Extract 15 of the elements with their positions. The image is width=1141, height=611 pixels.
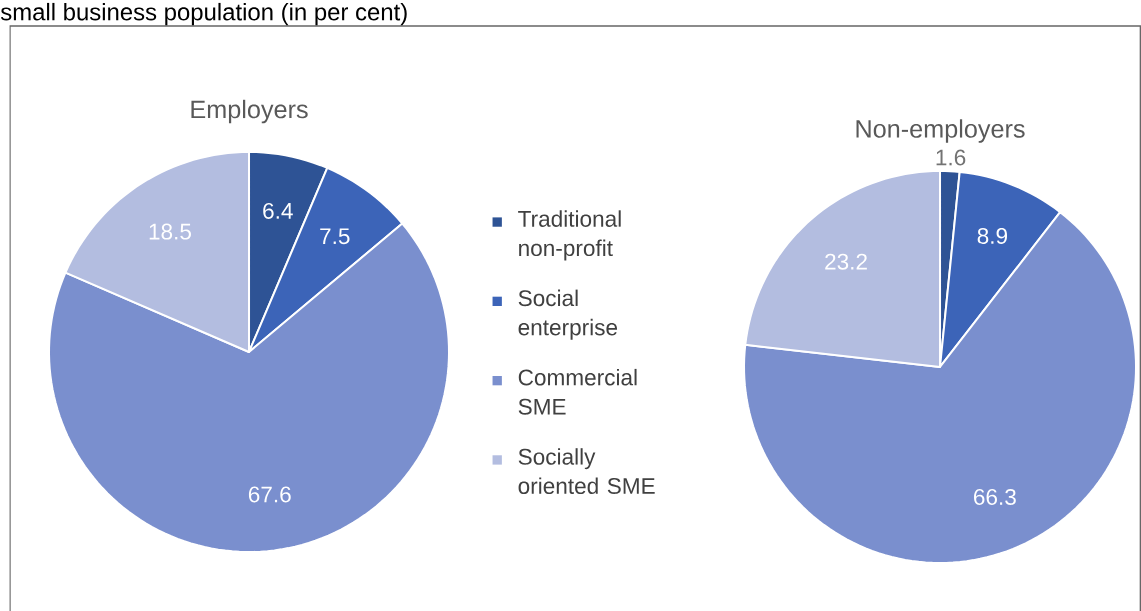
data-label: 18.5 — [149, 223, 191, 240]
chart-subtitle: small business population (in per cent) — [0, 2, 407, 26]
data-label: 8.9 — [977, 227, 1008, 244]
data-label: 67.6 — [248, 486, 291, 503]
chart-title: Non-employers — [856, 119, 1025, 143]
data-label: 66.3 — [974, 489, 1016, 506]
data-label: 6.4 — [263, 202, 293, 219]
legend-label: Traditional non-profit — [518, 210, 621, 261]
legend-label: Commercial SME — [518, 368, 637, 415]
data-label: 7.5 — [320, 228, 350, 245]
chart-title: Employers — [191, 99, 308, 124]
data-label: 23.2 — [825, 253, 867, 270]
legend-label: Social enterprise — [518, 289, 618, 340]
data-label: 1.6 — [936, 149, 966, 166]
legend-label: Socially oriented SME — [518, 448, 655, 494]
